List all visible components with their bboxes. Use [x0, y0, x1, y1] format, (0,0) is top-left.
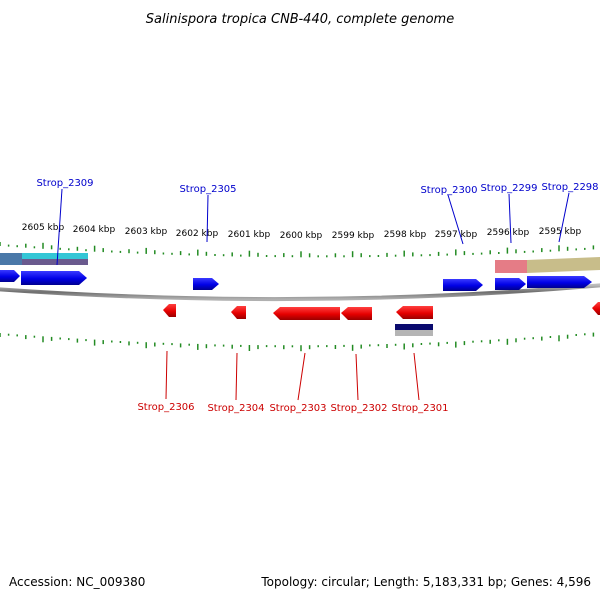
ruler-label: 2598 kbp	[384, 230, 427, 240]
gene-label-strop-2306[interactable]: Strop_2306	[137, 402, 194, 413]
reverse-gene-arrow-strop-2301[interactable]	[396, 306, 433, 319]
reverse-gene-arrow-strop-2306[interactable]	[163, 304, 176, 317]
genome-summary-label: Topology: circular; Length: 5,183,331 bp…	[261, 575, 591, 589]
feature-bar-gray	[395, 330, 433, 336]
ruler-labels: 2605 kbp 2604 kbp 2603 kbp 2602 kbp 2601…	[22, 223, 582, 241]
forward-gene-labels: Strop_2309 Strop_2305 Strop_2300 Strop_2…	[36, 178, 598, 196]
gene-label-strop-2298[interactable]: Strop_2298	[541, 182, 598, 193]
feature-bar-violet	[22, 259, 88, 265]
leader-strop-2303	[297, 352, 306, 401]
gene-label-strop-2305[interactable]: Strop_2305	[179, 184, 236, 195]
gene-label-strop-2303[interactable]: Strop_2303	[269, 403, 326, 414]
reverse-gene-arrow[interactable]	[592, 302, 600, 315]
forward-gene-arrow-strop-2298[interactable]	[527, 276, 592, 288]
ruler-label: 2597 kbp	[435, 230, 478, 240]
feature-bar-khaki	[527, 257, 600, 273]
leader-strop-2309	[56, 188, 63, 266]
leader-strop-2304	[235, 352, 238, 401]
forward-gene-arrow-strop-2309[interactable]	[21, 271, 87, 285]
forward-label-leaders	[56, 188, 570, 266]
accession-label: Accession: NC_009380	[9, 575, 146, 589]
feature-bar-pink	[495, 260, 527, 273]
reverse-label-leaders	[165, 350, 420, 401]
gene-label-strop-2304[interactable]: Strop_2304	[207, 403, 264, 414]
forward-gene-arrow-strop-2300[interactable]	[443, 279, 483, 291]
reverse-gene-arrow-strop-2303[interactable]	[273, 307, 340, 320]
gene-label-strop-2302[interactable]: Strop_2302	[330, 403, 387, 414]
reverse-gene-arrow-strop-2302[interactable]	[341, 307, 372, 320]
gene-label-strop-2300[interactable]: Strop_2300	[420, 185, 477, 196]
ruler-label: 2601 kbp	[228, 230, 271, 240]
ruler-ticks-top	[0, 242, 595, 258]
genome-backbone	[0, 283, 600, 302]
leader-strop-2299	[508, 193, 512, 244]
leader-strop-2298	[558, 192, 570, 243]
reverse-gene-labels: Strop_2306 Strop_2304 Strop_2303 Strop_2…	[137, 402, 448, 414]
ruler-label: 2600 kbp	[280, 231, 323, 241]
ruler-label: 2603 kbp	[125, 227, 168, 237]
ruler-ticks-bottom	[0, 332, 595, 352]
ruler-label: 2605 kbp	[22, 223, 65, 233]
leader-strop-2301	[413, 352, 420, 401]
map-title: Salinispora tropica CNB-440, complete ge…	[146, 12, 454, 27]
ruler-label: 2595 kbp	[539, 227, 582, 237]
feature-bar-cyan	[22, 253, 88, 259]
leader-strop-2305	[206, 194, 209, 243]
gene-label-strop-2309[interactable]: Strop_2309	[36, 178, 93, 189]
ruler-label: 2599 kbp	[332, 231, 375, 241]
gene-label-strop-2301[interactable]: Strop_2301	[391, 403, 448, 414]
forward-gene-arrow-strop-2299[interactable]	[495, 278, 526, 290]
reverse-gene-arrow-strop-2304[interactable]	[231, 306, 246, 319]
reverse-genes	[163, 302, 600, 320]
forward-genes	[0, 270, 592, 291]
leader-strop-2302	[355, 353, 359, 401]
ruler-label: 2604 kbp	[73, 225, 116, 235]
leader-strop-2300	[447, 194, 464, 245]
forward-gene-arrow-strop-2305[interactable]	[193, 278, 219, 290]
ruler-label: 2596 kbp	[487, 228, 530, 238]
feature-bar-left	[0, 253, 22, 265]
forward-gene-arrow[interactable]	[0, 270, 20, 282]
ruler-label: 2602 kbp	[176, 229, 219, 239]
gene-label-strop-2299[interactable]: Strop_2299	[480, 183, 537, 194]
leader-strop-2306	[165, 350, 168, 400]
feature-bar-navy	[395, 324, 433, 330]
